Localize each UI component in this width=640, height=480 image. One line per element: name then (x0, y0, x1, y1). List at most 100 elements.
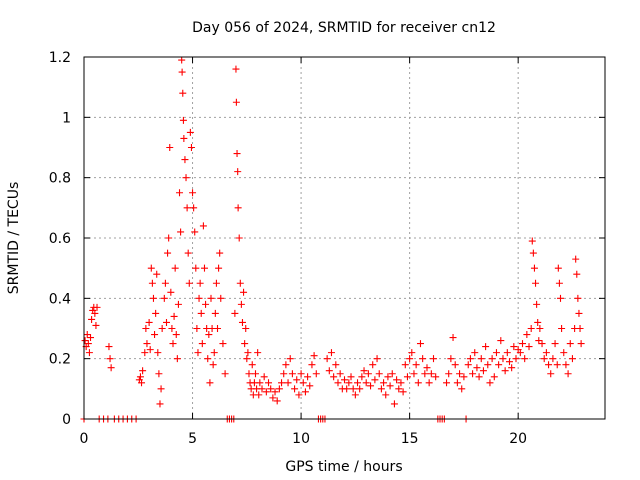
data-point (301, 388, 309, 396)
data-point (154, 349, 162, 357)
data-point (145, 318, 153, 326)
data-point (81, 337, 89, 345)
data-point (282, 361, 290, 369)
data-point (336, 370, 344, 378)
data-point (576, 325, 584, 332)
data-point (308, 361, 316, 369)
x-tick-label: 10 (292, 431, 310, 447)
data-point (157, 385, 165, 393)
data-point (176, 189, 184, 197)
data-point (373, 355, 381, 363)
y-tick-label: 0.6 (49, 231, 71, 247)
data-point (169, 340, 177, 348)
data-point (234, 168, 242, 176)
data-point (486, 379, 494, 387)
data-point (254, 349, 262, 357)
data-point (243, 355, 251, 363)
data-point (325, 367, 333, 375)
data-point (577, 340, 585, 348)
data-point (293, 376, 301, 384)
data-point (477, 355, 485, 363)
data-point (330, 373, 338, 381)
data-point (260, 373, 268, 381)
data-point (195, 294, 203, 302)
data-point (255, 391, 263, 399)
data-point (497, 337, 505, 345)
data-point (162, 318, 170, 326)
data-point (170, 312, 178, 320)
data-point (332, 361, 340, 369)
data-point (375, 370, 383, 378)
data-point (216, 249, 224, 257)
data-point (553, 361, 561, 369)
data-point (232, 98, 240, 106)
data-point (87, 334, 95, 342)
data-point (251, 370, 259, 378)
data-point (369, 361, 377, 369)
data-point (152, 309, 160, 317)
x-tick-label: 5 (188, 431, 197, 447)
data-point (262, 388, 270, 396)
data-point (193, 325, 201, 332)
data-point (164, 249, 172, 257)
data-point (291, 385, 299, 393)
data-point (343, 385, 351, 393)
data-point (484, 361, 492, 369)
data-point (397, 379, 405, 387)
data-point (406, 355, 414, 363)
data-point (139, 367, 147, 375)
data-points (80, 56, 585, 423)
data-point (278, 379, 286, 387)
data-point (401, 361, 409, 369)
data-point (211, 309, 219, 317)
data-point (460, 373, 468, 381)
data-point (382, 391, 390, 399)
data-point (83, 331, 91, 339)
data-point (181, 156, 189, 164)
data-point (542, 349, 550, 357)
data-point (149, 294, 157, 302)
data-point (466, 355, 474, 363)
data-point (377, 385, 385, 393)
data-point (528, 237, 536, 245)
data-point (107, 364, 115, 372)
data-point (221, 370, 229, 378)
data-point (495, 361, 503, 369)
data-point (233, 150, 241, 158)
data-point (196, 279, 204, 287)
data-point (166, 144, 174, 151)
data-point (573, 270, 581, 278)
data-point (371, 376, 379, 384)
x-tick-label: 0 (80, 431, 89, 447)
data-point (555, 279, 563, 287)
data-point (265, 379, 273, 387)
data-point (388, 370, 396, 378)
data-point (153, 270, 161, 278)
data-point (464, 361, 472, 369)
data-point (547, 370, 555, 378)
data-point (194, 349, 202, 357)
data-point (540, 355, 548, 363)
data-point (202, 300, 210, 308)
data-point (212, 279, 220, 287)
data-point (575, 309, 583, 317)
data-point (334, 379, 342, 387)
data-point (160, 294, 168, 302)
data-point (155, 370, 163, 378)
data-point (141, 349, 149, 357)
data-point (349, 385, 357, 393)
data-point (527, 325, 535, 332)
data-point (167, 288, 175, 296)
data-point (209, 361, 217, 369)
x-tick-label: 20 (509, 431, 527, 447)
data-point (492, 349, 500, 357)
data-point (482, 343, 490, 351)
data-point (151, 331, 159, 339)
data-point (358, 373, 366, 381)
data-point (180, 134, 188, 142)
data-point (190, 204, 198, 212)
data-point (503, 349, 511, 357)
data-point (179, 116, 187, 124)
data-point (248, 361, 256, 369)
